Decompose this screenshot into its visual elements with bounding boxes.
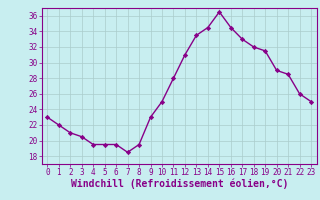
- X-axis label: Windchill (Refroidissement éolien,°C): Windchill (Refroidissement éolien,°C): [70, 179, 288, 189]
